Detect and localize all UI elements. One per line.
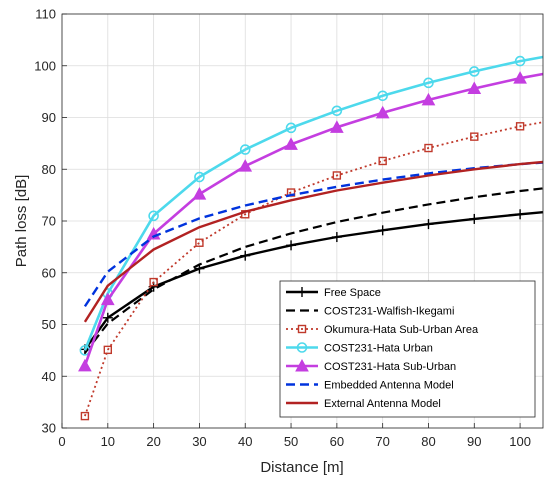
x-tick-label: 40 bbox=[238, 434, 252, 449]
data-point bbox=[238, 159, 253, 172]
series-line bbox=[84, 121, 544, 417]
x-tick-label: 30 bbox=[192, 434, 206, 449]
series-line bbox=[83, 211, 544, 351]
y-tick-label: 60 bbox=[42, 265, 56, 280]
y-tick-label: 30 bbox=[42, 421, 56, 436]
data-point bbox=[103, 345, 113, 355]
y-tick-label: 40 bbox=[42, 369, 56, 384]
data-point bbox=[468, 66, 480, 77]
y-tick-label: 70 bbox=[42, 214, 56, 229]
data-point bbox=[332, 171, 342, 180]
series-line bbox=[83, 160, 544, 323]
data-point bbox=[330, 120, 344, 133]
data-point bbox=[470, 132, 479, 141]
data-point bbox=[149, 277, 158, 287]
data-point bbox=[239, 144, 251, 155]
legend-item: COST231-Hata Urban bbox=[286, 342, 433, 355]
data-point bbox=[240, 250, 251, 261]
data-point bbox=[80, 411, 90, 421]
legend-label: Okumura-Hata Sub-Urban Area bbox=[324, 324, 479, 336]
data-point bbox=[296, 342, 308, 353]
series-group bbox=[78, 55, 544, 421]
data-point bbox=[195, 238, 204, 247]
y-axis-label: Path loss [dB] bbox=[13, 175, 30, 268]
legend-box bbox=[279, 280, 536, 418]
legend-item: COST231-Hata Sub-Urban bbox=[286, 358, 456, 373]
data-point bbox=[421, 92, 436, 106]
data-point bbox=[514, 55, 526, 67]
legend-item: Free Space bbox=[286, 287, 381, 299]
data-point bbox=[469, 213, 480, 224]
data-point bbox=[192, 187, 207, 200]
data-point bbox=[148, 210, 159, 222]
data-point bbox=[297, 287, 307, 297]
series-line bbox=[83, 72, 544, 367]
data-point bbox=[513, 71, 527, 84]
y-tick-label: 90 bbox=[42, 110, 56, 125]
legend-label: COST231-Hata Sub-Urban bbox=[324, 361, 456, 373]
x-tick-label: 100 bbox=[509, 434, 531, 449]
x-tick-label: 20 bbox=[146, 434, 160, 449]
data-point bbox=[78, 358, 92, 372]
data-point bbox=[377, 225, 388, 236]
data-point bbox=[297, 324, 307, 334]
x-tick-label: 80 bbox=[421, 434, 435, 449]
x-tick-label: 70 bbox=[375, 434, 389, 449]
data-point bbox=[295, 358, 309, 372]
data-point bbox=[100, 292, 115, 306]
legend-label: COST231-Walfish-Ikegami bbox=[324, 306, 454, 318]
data-point bbox=[194, 171, 205, 183]
x-tick-label: 0 bbox=[58, 434, 65, 449]
data-point bbox=[331, 232, 342, 243]
y-tick-label: 80 bbox=[42, 162, 56, 177]
legend-label: External Antenna Model bbox=[324, 398, 441, 410]
tick-labels: 0 10 20 30 40 50 60 70 80 90 100 30 40 50 60 70 80 90 100 1… bbox=[34, 7, 531, 450]
data-point bbox=[515, 209, 526, 220]
x-tick-label: 90 bbox=[467, 434, 481, 449]
series-cost231-hata-sub-urban bbox=[78, 71, 544, 372]
x-tick-label: 60 bbox=[330, 434, 344, 449]
legend-item: COST231-Walfish-Ikegami bbox=[286, 306, 454, 318]
legend-item: External Antenna Model bbox=[286, 398, 441, 410]
series-cost231-hata-urban bbox=[79, 55, 544, 356]
data-point bbox=[285, 122, 297, 134]
y-tick-label: 110 bbox=[35, 7, 56, 22]
x-tick-label: 10 bbox=[101, 434, 115, 449]
data-point bbox=[102, 312, 113, 323]
data-point bbox=[515, 122, 525, 131]
x-tick-label: 50 bbox=[284, 434, 298, 449]
legend: Free Space COST231-Walfish-Ikegami Okumura… bbox=[279, 280, 536, 418]
data-point bbox=[377, 90, 388, 102]
series-external-antenna-model bbox=[83, 160, 544, 323]
data-point bbox=[284, 137, 298, 150]
data-point bbox=[423, 77, 434, 89]
data-point bbox=[378, 156, 387, 166]
legend-item: Embedded Antenna Model bbox=[286, 380, 454, 392]
data-point bbox=[467, 81, 482, 95]
data-point bbox=[286, 240, 297, 251]
legend-item: Okumura-Hata Sub-Urban Area bbox=[286, 324, 479, 336]
data-point bbox=[331, 105, 343, 117]
legend-label: Embedded Antenna Model bbox=[324, 380, 454, 392]
y-tick-label: 100 bbox=[34, 58, 56, 73]
series-line bbox=[83, 55, 544, 351]
x-axis-label: Distance [m] bbox=[260, 459, 343, 476]
series-okumura-hata-sub-urban-area bbox=[80, 121, 544, 421]
data-point bbox=[423, 219, 434, 230]
data-point bbox=[424, 143, 433, 153]
legend-label: COST231-Hata Urban bbox=[324, 343, 433, 355]
y-tick-label: 50 bbox=[42, 317, 56, 332]
legend-label: Free Space bbox=[324, 287, 381, 299]
data-point bbox=[375, 105, 390, 119]
